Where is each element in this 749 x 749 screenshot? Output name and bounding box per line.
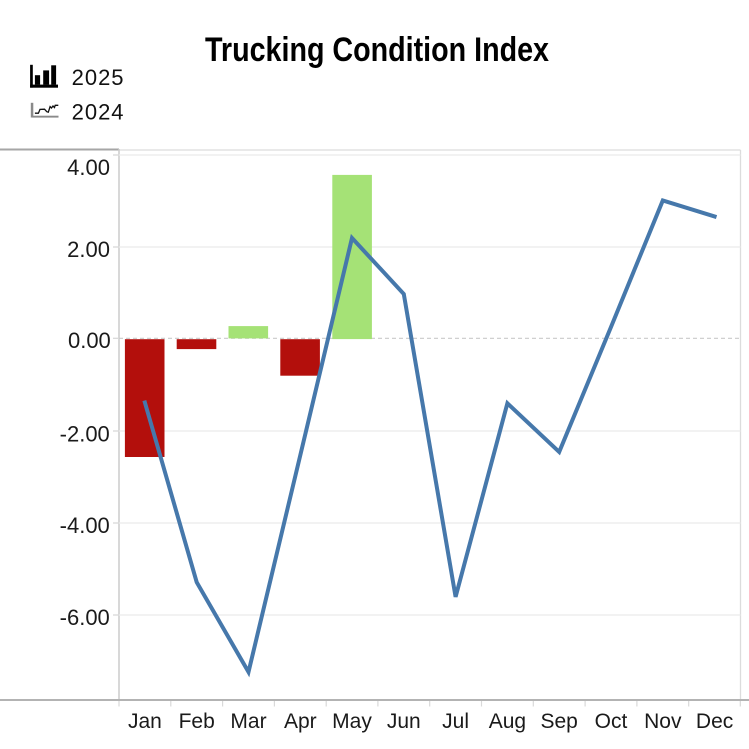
svg-text:Apr: Apr <box>284 710 317 733</box>
svg-text:Jun: Jun <box>387 710 421 733</box>
svg-text:Oct: Oct <box>595 710 628 733</box>
svg-text:Feb: Feb <box>179 710 215 733</box>
svg-text:May: May <box>332 710 372 733</box>
svg-text:-6.00: -6.00 <box>60 605 110 630</box>
svg-text:Jan: Jan <box>128 710 162 733</box>
svg-text:2.00: 2.00 <box>67 237 110 262</box>
svg-text:Sep: Sep <box>541 710 578 733</box>
svg-text:Nov: Nov <box>644 710 682 733</box>
svg-text:0.00: 0.00 <box>68 328 111 353</box>
svg-text:4.00: 4.00 <box>67 155 110 180</box>
svg-text:2024: 2024 <box>72 100 125 125</box>
svg-text:-4.00: -4.00 <box>60 513 110 538</box>
svg-text:-2.00: -2.00 <box>60 421 110 446</box>
svg-text:Mar: Mar <box>230 710 266 733</box>
svg-text:2025: 2025 <box>72 65 125 90</box>
svg-text:Trucking Condition Index: Trucking Condition Index <box>205 31 549 69</box>
svg-text:Aug: Aug <box>489 710 526 733</box>
svg-text:Jul: Jul <box>442 710 469 733</box>
svg-text:Dec: Dec <box>696 710 733 733</box>
